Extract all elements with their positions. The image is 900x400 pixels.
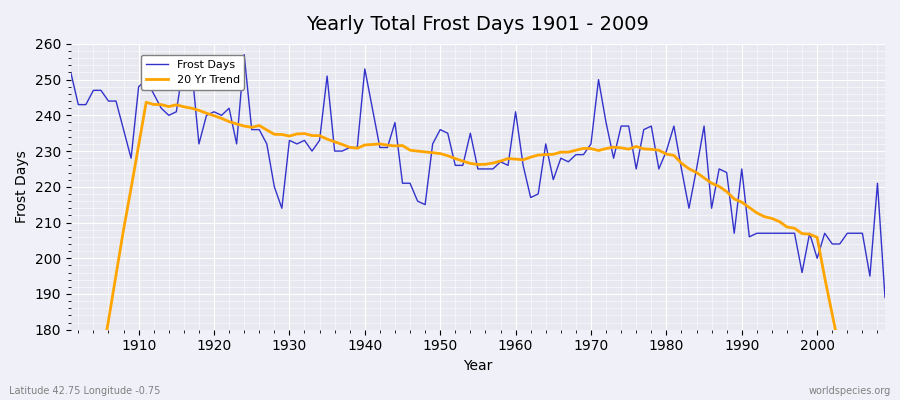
Y-axis label: Frost Days: Frost Days <box>15 150 29 223</box>
Frost Days <box>238 52 249 57</box>
Frost Days <box>299 138 310 143</box>
20 Yr Trend <box>608 145 619 150</box>
Line: 20 Yr Trend: 20 Yr Trend <box>71 102 885 400</box>
Frost Days <box>608 156 619 161</box>
20 Yr Trend <box>518 158 528 162</box>
20 Yr Trend <box>126 186 137 191</box>
Frost Days <box>879 295 890 300</box>
20 Yr Trend <box>299 131 310 136</box>
Legend: Frost Days, 20 Yr Trend: Frost Days, 20 Yr Trend <box>141 55 245 90</box>
Line: Frost Days: Frost Days <box>71 55 885 298</box>
Frost Days <box>518 163 528 168</box>
Text: Latitude 42.75 Longitude -0.75: Latitude 42.75 Longitude -0.75 <box>9 386 160 396</box>
20 Yr Trend <box>140 100 151 105</box>
Frost Days <box>126 156 137 161</box>
20 Yr Trend <box>345 145 356 150</box>
Frost Days <box>66 70 77 75</box>
X-axis label: Year: Year <box>464 359 492 373</box>
Text: worldspecies.org: worldspecies.org <box>809 386 891 396</box>
20 Yr Trend <box>510 157 521 162</box>
Frost Days <box>510 109 521 114</box>
Frost Days <box>345 145 356 150</box>
Title: Yearly Total Frost Days 1901 - 2009: Yearly Total Frost Days 1901 - 2009 <box>307 15 649 34</box>
